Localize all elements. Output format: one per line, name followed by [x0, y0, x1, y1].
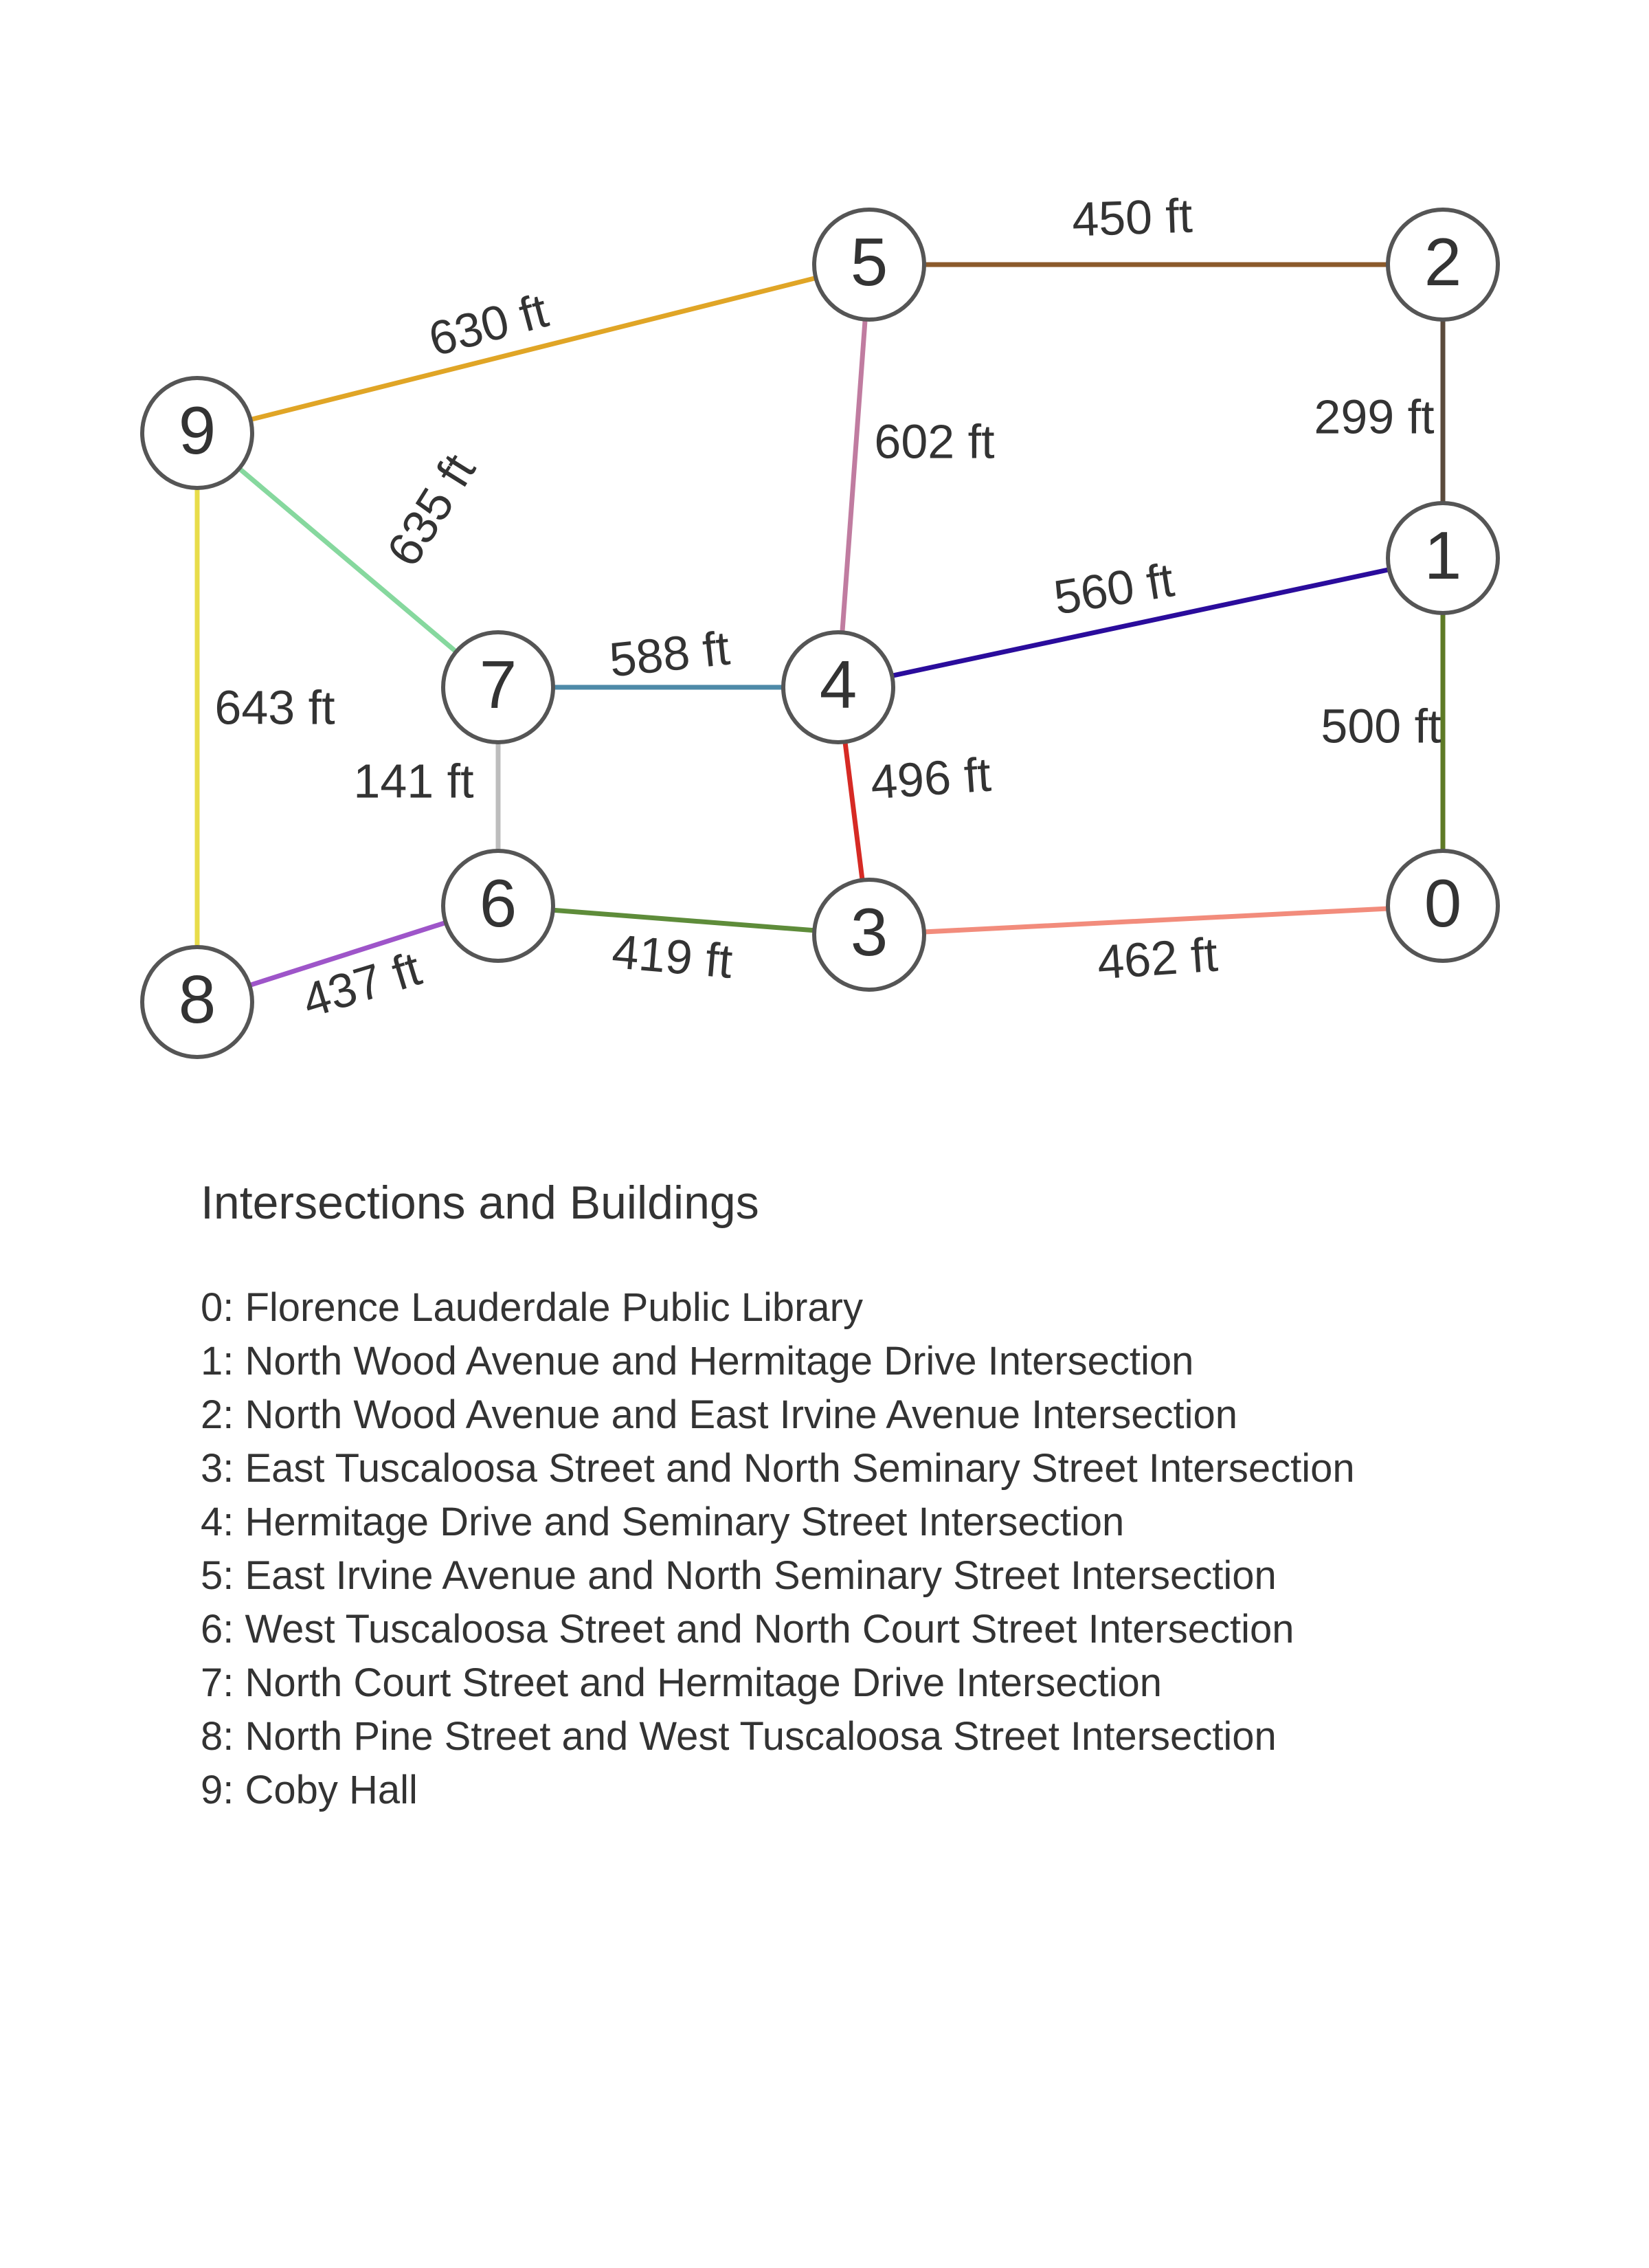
- legend-item: 8: North Pine Street and West Tuscaloosa…: [201, 1713, 1277, 1759]
- edge-6-3: [495, 903, 872, 937]
- node-label: 4: [820, 647, 857, 722]
- edge-label-3-0: 462 ft: [1096, 927, 1220, 989]
- legend-title: Intersections and Buildings: [201, 1177, 759, 1229]
- legend-item: 6: West Tuscaloosa Street and North Cour…: [201, 1606, 1294, 1652]
- edge-label-7-4: 588 ft: [607, 621, 732, 687]
- legend-item: 7: North Court Street and Hermitage Driv…: [201, 1660, 1163, 1705]
- legend-item: 3: East Tuscaloosa Street and North Semi…: [201, 1445, 1355, 1491]
- node-circle: [812, 208, 926, 322]
- edge-label-5-4: 602 ft: [874, 414, 994, 468]
- node-label: 8: [179, 961, 216, 1037]
- edge-label-7-6: 141 ft: [353, 754, 473, 808]
- legend: Intersections and Buildings 0: Florence …: [201, 1175, 1609, 1817]
- legend-item: 5: East Irvine Avenue and North Seminary…: [201, 1553, 1277, 1598]
- legend-item: 1: North Wood Avenue and Hermitage Drive…: [201, 1338, 1194, 1383]
- node-label: 0: [1424, 865, 1462, 941]
- legend-list: 0: Florence Lauderdale Public Library 1:…: [201, 1281, 1609, 1817]
- edge-label-9-7: 635 ft: [377, 445, 486, 575]
- node-label: 3: [851, 894, 888, 970]
- node-0: 0: [1386, 849, 1500, 963]
- edge-5-4: [835, 262, 872, 690]
- node-9: 9: [140, 376, 254, 490]
- edge-label-4-1: 560 ft: [1051, 553, 1178, 624]
- legend-item: 2: North Wood Avenue and East Irvine Ave…: [201, 1392, 1237, 1437]
- legend-item: 4: Hermitage Drive and Seminary Street I…: [201, 1499, 1125, 1544]
- node-circle: [140, 376, 254, 490]
- node-circle: [1386, 208, 1500, 322]
- street-network-graph: 450 ft 630 ft 299 ft 602 ft 635 ft 560 ft 588 …: [140, 188, 1500, 1059]
- edge-label-4-3: 496 ft: [869, 747, 993, 809]
- legend-item: 9: Coby Hall: [201, 1767, 418, 1812]
- node-label: 6: [480, 865, 517, 941]
- node-label: 2: [1424, 224, 1462, 300]
- node-circle: [441, 630, 555, 744]
- node-label: 5: [851, 224, 888, 300]
- legend-item: 0: Florence Lauderdale Public Library: [201, 1285, 863, 1330]
- edge-label-2-1: 299 ft: [1314, 390, 1434, 443]
- edge-4-1: [835, 555, 1446, 690]
- node-1: 1: [1386, 501, 1500, 615]
- node-2: 2: [1386, 208, 1500, 322]
- nodes-layer: 0 1 2 3 4 5 6 7 8 9: [140, 208, 1500, 1059]
- node-circle: [1386, 501, 1500, 615]
- node-3: 3: [812, 878, 926, 992]
- node-8: 8: [140, 945, 254, 1059]
- node-5: 5: [812, 208, 926, 322]
- node-circle: [441, 849, 555, 963]
- node-label: 7: [480, 647, 517, 722]
- node-circle: [812, 878, 926, 992]
- node-label: 9: [179, 392, 216, 468]
- edge-label-5-2: 450 ft: [1071, 188, 1193, 246]
- node-4: 4: [781, 630, 895, 744]
- node-circle: [1386, 849, 1500, 963]
- edge-9-5: [194, 262, 872, 436]
- node-6: 6: [441, 849, 555, 963]
- edge-label-9-5: 630 ft: [423, 283, 553, 366]
- edge-9-7: [194, 430, 501, 690]
- node-circle: [140, 945, 254, 1059]
- edge-label-8-6: 437 ft: [296, 942, 427, 1028]
- node-7: 7: [441, 630, 555, 744]
- node-label: 1: [1424, 518, 1462, 593]
- edge-label-1-0: 500 ft: [1321, 699, 1441, 753]
- edge-3-0: [866, 903, 1446, 937]
- edge-label-9-8: 643 ft: [214, 680, 335, 734]
- edge-label-6-3: 419 ft: [610, 924, 734, 988]
- node-circle: [781, 630, 895, 744]
